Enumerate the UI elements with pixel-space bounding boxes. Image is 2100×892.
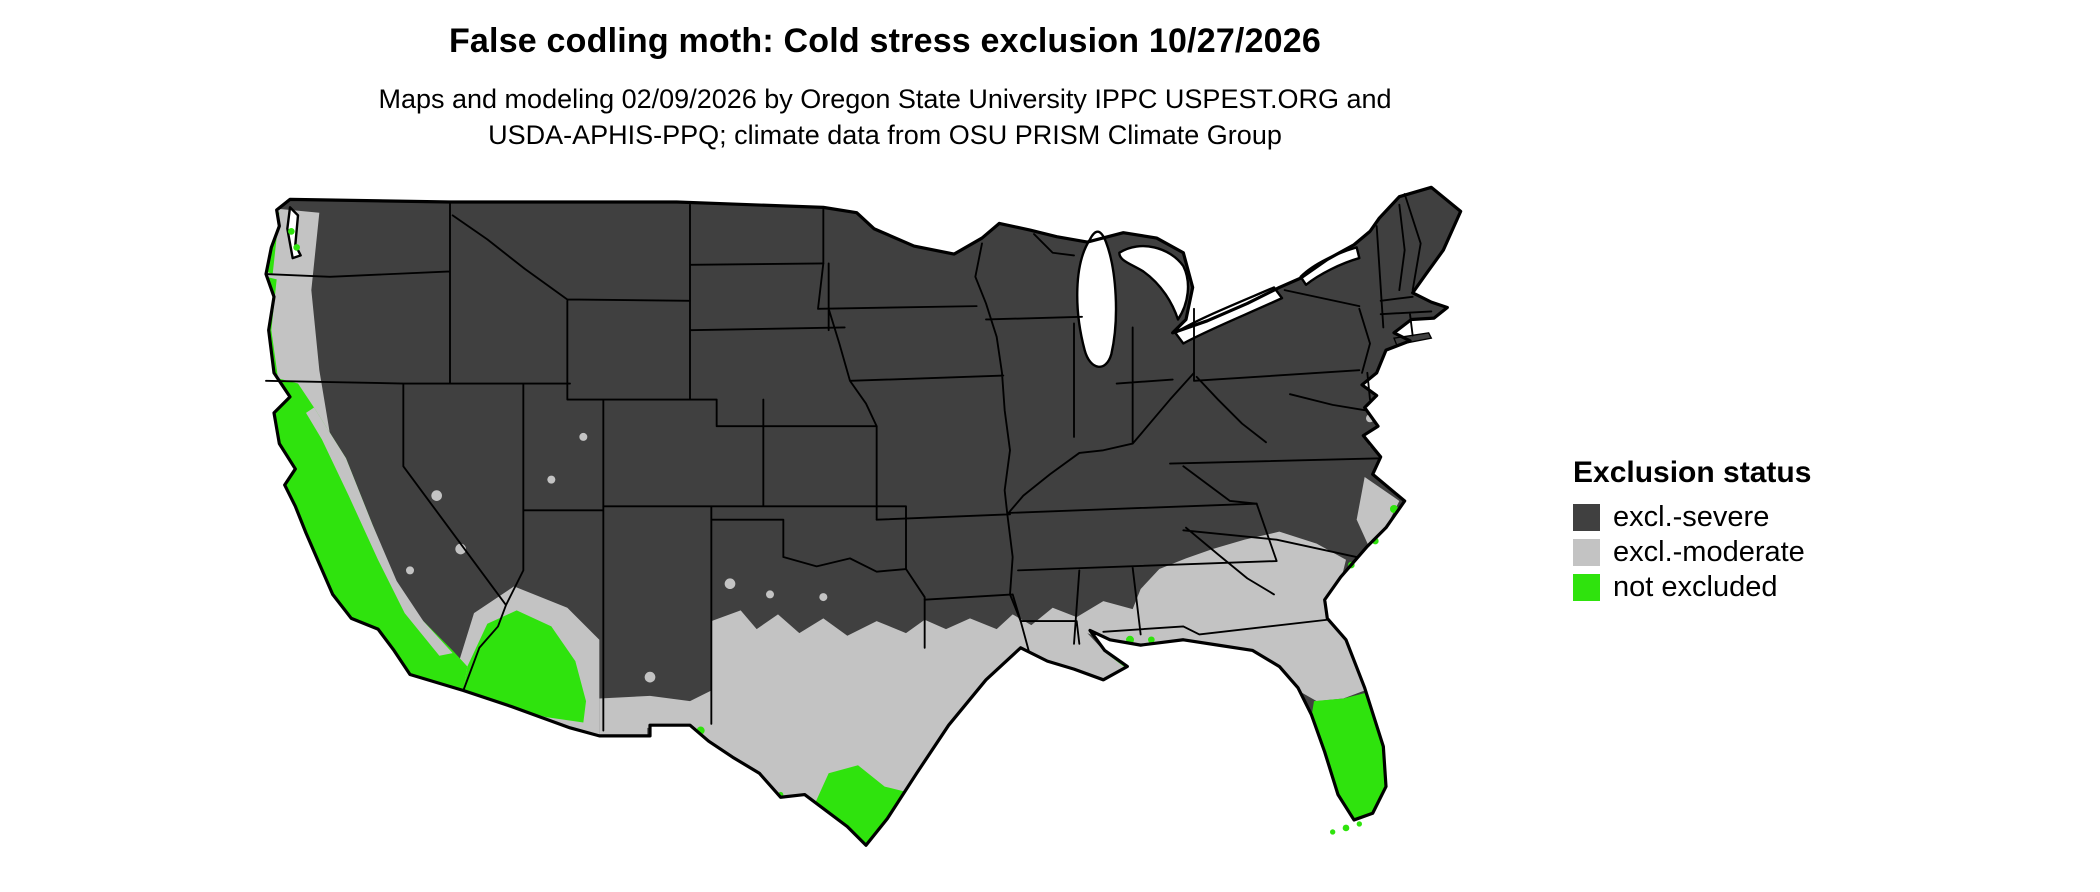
lake-ontario (1299, 246, 1361, 286)
lake-erie (1174, 286, 1284, 345)
map-header: False codling moth: Cold stress exclusio… (0, 22, 1770, 153)
subtitle-line-1: Maps and modeling 02/09/2026 by Oregon S… (378, 84, 1392, 114)
us-outline (264, 185, 1463, 847)
legend-swatch-not-excluded (1573, 574, 1600, 601)
legend-swatch-moderate (1573, 539, 1600, 566)
subtitle-line-2: USDA-APHIS-PPQ; climate data from OSU PR… (488, 120, 1282, 150)
us-map-svg (264, 185, 1463, 847)
legend-label-not-excluded: not excluded (1613, 571, 1778, 603)
legend-swatch-severe (1573, 504, 1600, 531)
legend-item-not-excluded: not excluded (1573, 572, 1811, 603)
legend-item-severe: excl.-severe (1573, 502, 1811, 533)
state-boundaries (265, 193, 1433, 732)
lake-huron (1118, 244, 1190, 321)
us-map (250, 170, 1550, 880)
legend-title: Exclusion status (1573, 456, 1812, 489)
map-subtitle: Maps and modeling 02/09/2026 by Oregon S… (0, 81, 1770, 153)
legend-label-severe: excl.-severe (1613, 501, 1770, 533)
legend-label-moderate: excl.-moderate (1613, 536, 1805, 568)
region-moderate-fringe (306, 407, 453, 656)
legend: Exclusion status excl.-severe excl.-mode… (1573, 456, 1811, 607)
page-title: False codling moth: Cold stress exclusio… (448, 22, 1322, 60)
legend-item-moderate: excl.-moderate (1573, 537, 1811, 568)
lake-michigan (1076, 230, 1118, 368)
great-lakes (286, 206, 1361, 368)
